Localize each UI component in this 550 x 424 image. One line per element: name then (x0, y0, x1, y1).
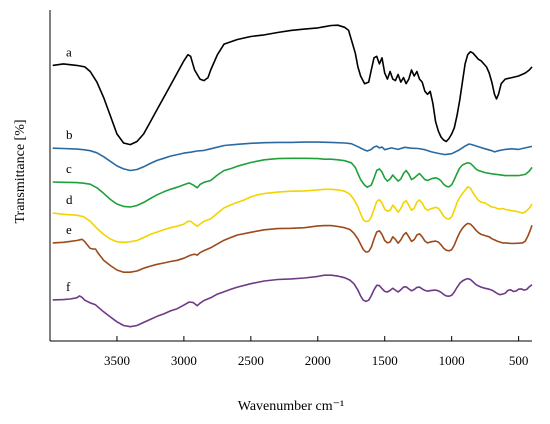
series-line-b (52, 141, 533, 172)
series-label-f: f (66, 279, 71, 294)
series-line-f (52, 274, 533, 328)
series-label-b: b (66, 127, 73, 142)
series-label-c: c (66, 161, 72, 176)
x-axis-label: Wavenumber cm⁻¹ (238, 399, 344, 414)
x-tick-label: 3000 (171, 353, 197, 368)
series-layer (52, 24, 533, 328)
series-line-c (52, 157, 533, 208)
x-tick-label: 3500 (104, 353, 130, 368)
y-axis-label: Transmittance [%] (13, 119, 28, 223)
series-line-d (52, 186, 533, 244)
series-label-d: d (66, 192, 73, 207)
series-label-e: e (66, 222, 72, 237)
x-tick-label: 500 (509, 353, 529, 368)
series-line-e (52, 222, 533, 273)
series-label-layer: a b c de f (66, 44, 73, 293)
x-tick-label: 1500 (372, 353, 398, 368)
series-line-a (52, 24, 533, 146)
x-tick-label: 2000 (305, 353, 331, 368)
x-tick-label: 2500 (238, 353, 264, 368)
x-tick-label: 1000 (439, 353, 465, 368)
x-tick-layer: 3500 3000 2500 2000 1500 1000 500 (104, 336, 528, 368)
series-label-a: a (66, 44, 72, 59)
